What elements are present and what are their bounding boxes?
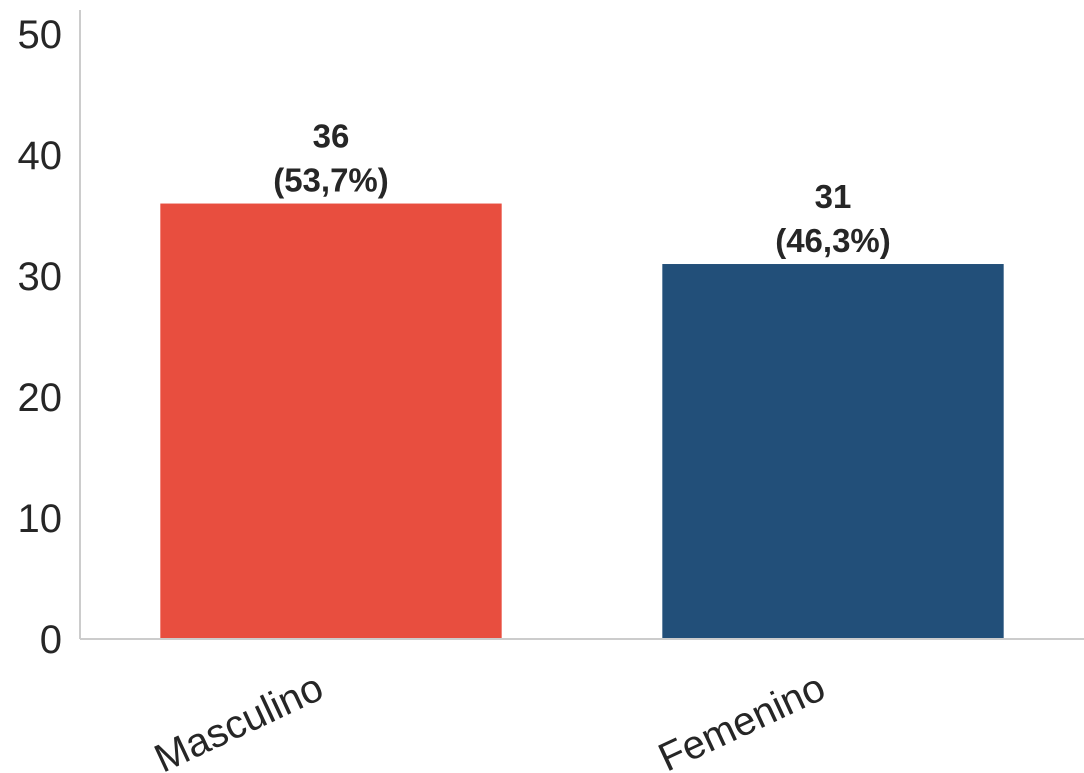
category-label-femenino: Femenino	[652, 665, 832, 773]
category-label-masculino: Masculino	[148, 665, 330, 773]
data-labels: 36 (53,7%) 31 (46,3%)	[273, 118, 891, 259]
y-tick-label: 40	[18, 134, 63, 178]
data-label-percent: (53,7%)	[273, 162, 389, 199]
bar-femenino	[662, 264, 1004, 639]
x-axis-category-labels: Masculino Femenino	[148, 665, 832, 773]
bar-masculino	[160, 203, 502, 640]
y-tick-label: 0	[40, 618, 62, 662]
y-tick-label: 50	[18, 13, 63, 57]
data-label-percent: (46,3%)	[775, 222, 891, 259]
y-tick-label: 20	[18, 376, 63, 420]
y-tick-label: 30	[18, 255, 63, 299]
data-label-count: 31	[815, 178, 852, 215]
bars	[160, 203, 1004, 640]
y-axis-ticks: 0 10 20 30 40 50	[18, 13, 63, 662]
y-tick-label: 10	[18, 497, 63, 541]
data-label-count: 36	[313, 118, 350, 155]
